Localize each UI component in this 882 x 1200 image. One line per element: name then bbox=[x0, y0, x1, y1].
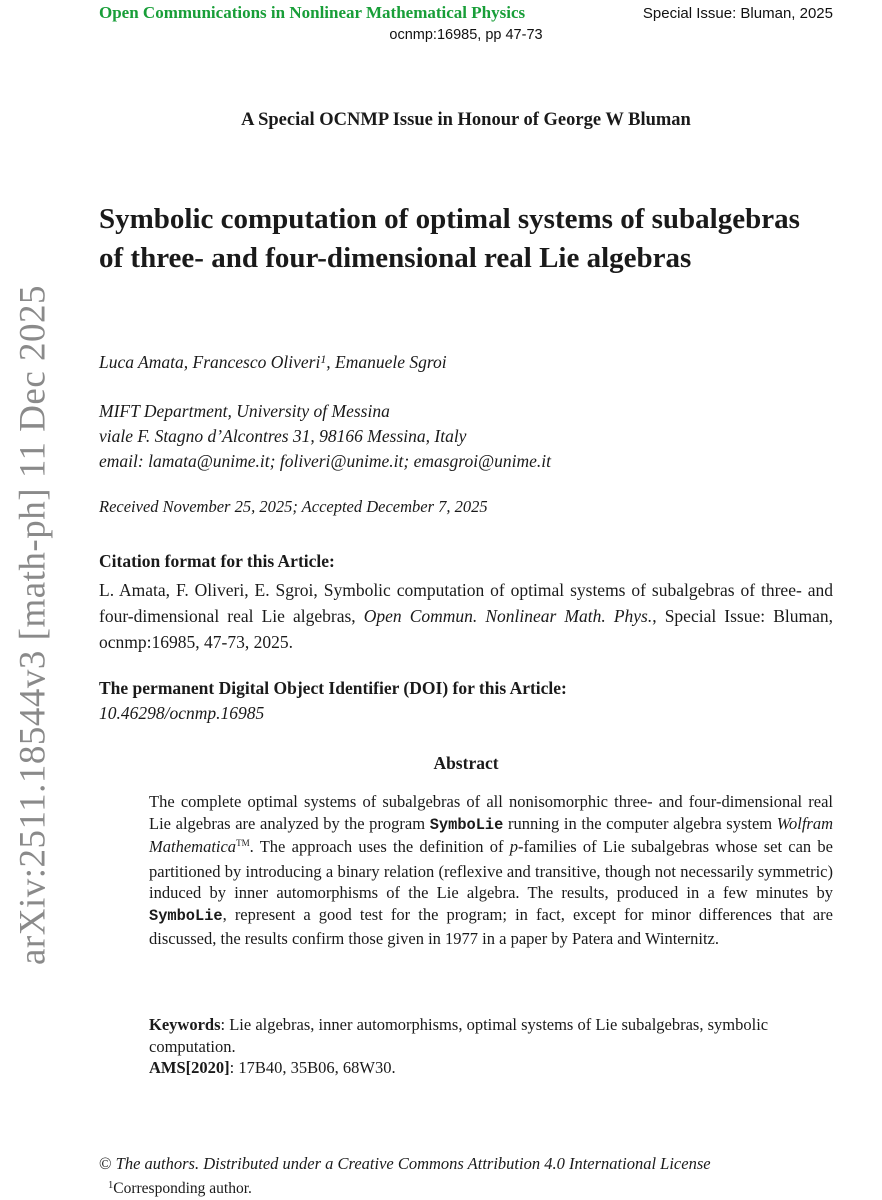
affiliation-emails: email: lamata@unime.it; foliveri@unime.i… bbox=[99, 451, 552, 471]
paper-title: Symbolic computation of optimal systems … bbox=[99, 203, 800, 274]
doi-heading: The permanent Digital Object Identifier … bbox=[99, 678, 567, 698]
affiliation-department: MIFT Department, University of Messina bbox=[99, 401, 390, 421]
abstract-text: The complete optimal systems of subalgeb… bbox=[149, 792, 833, 948]
arxiv-watermark: arXiv:2511.18544v3 [math-ph] 11 Dec 2025 bbox=[12, 284, 54, 966]
doi-value: 10.46298/ocnmp.16985 bbox=[99, 703, 265, 723]
received-accepted-line: Received November 25, 2025; Accepted Dec… bbox=[99, 497, 488, 516]
copyright-license-line: © The authors. Distributed under a Creat… bbox=[99, 1154, 711, 1173]
citation-text: L. Amata, F. Oliveri, E. Sgroi, Symbolic… bbox=[99, 580, 833, 652]
article-id-line: ocnmp:16985, pp 47-73 bbox=[389, 27, 543, 43]
abstract-heading: Abstract bbox=[433, 753, 499, 773]
corresponding-author-note: 1Corresponding author. bbox=[108, 1180, 252, 1197]
honour-line: A Special OCNMP Issue in Honour of Georg… bbox=[241, 110, 691, 130]
affiliation-address: viale F. Stagno d’Alcontres 31, 98166 Me… bbox=[99, 426, 467, 446]
keywords-line: Keywords: Lie algebras, inner automorphi… bbox=[149, 1015, 769, 1056]
journal-title-link[interactable]: Open Communications in Nonlinear Mathema… bbox=[99, 3, 526, 22]
journal-header: Open Communications in Nonlinear Mathema… bbox=[99, 3, 833, 23]
authors-line: Luca Amata, Francesco Oliveri1, Emanuele… bbox=[99, 351, 447, 372]
citation-heading: Citation format for this Article: bbox=[99, 551, 335, 571]
affiliation-block: MIFT Department, University of Messina v… bbox=[99, 399, 833, 474]
ams-classification-line: AMS[2020]: 17B40, 35B06, 68W30. bbox=[149, 1058, 396, 1077]
special-issue-label: Special Issue: Bluman, 2025 bbox=[642, 5, 833, 22]
